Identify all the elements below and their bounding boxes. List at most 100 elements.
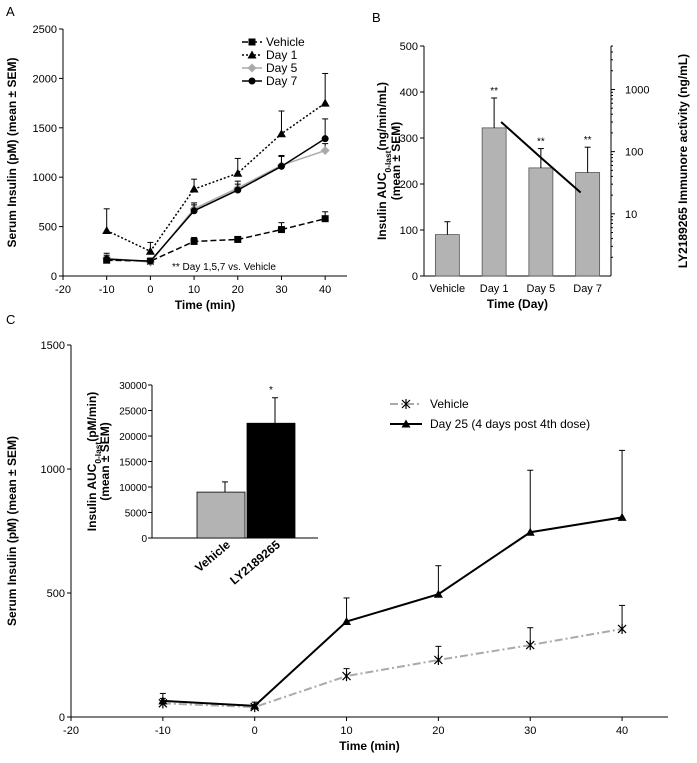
panel-letter-b: B — [372, 10, 381, 25]
data-point — [617, 623, 627, 634]
y2-tick-label: 100 — [625, 147, 643, 159]
bar — [481, 127, 507, 277]
inset-y-tick-label: 15000 — [119, 458, 147, 469]
series-line — [162, 627, 623, 709]
legend-marker — [248, 77, 256, 85]
series-line — [106, 102, 326, 253]
x-tick-label: Day 1 — [480, 283, 509, 295]
series-line — [106, 138, 326, 262]
inset-y-tick-label: 20000 — [119, 432, 147, 443]
data-point — [321, 215, 329, 223]
legend-marker — [401, 419, 411, 428]
y-tick-label: 500 — [47, 588, 65, 600]
inset-significance-mark: * — [269, 385, 273, 396]
bar — [528, 167, 554, 277]
data-point — [525, 527, 535, 536]
concentration-line — [500, 121, 582, 194]
x-tick-label: 30 — [275, 284, 287, 296]
data-point — [190, 207, 198, 215]
legend-label: Vehicle — [430, 397, 469, 411]
inset-x-tick-label: LY2189265 — [227, 537, 283, 587]
x-tick-label: Day 7 — [573, 283, 602, 295]
inset-y-tick-label: 0 — [141, 534, 147, 545]
y-tick-label: 1000 — [33, 172, 57, 184]
data-point — [433, 589, 443, 598]
x-tick-label: Vehicle — [430, 283, 465, 295]
panel-letter-a: A — [6, 4, 15, 19]
data-point — [233, 168, 243, 177]
series-0 — [103, 211, 329, 265]
x-tick-label: -20 — [63, 725, 79, 737]
series-2 — [102, 143, 330, 267]
data-point — [320, 146, 330, 156]
significance-mark: ** — [537, 137, 545, 148]
legend-label: Day 25 (4 days post 4th dose) — [430, 417, 590, 431]
data-point — [190, 237, 198, 245]
bar — [434, 234, 460, 277]
bar — [575, 172, 601, 277]
y-axis-subtitle: (mean ± SEM) — [389, 122, 403, 201]
data-point — [145, 246, 155, 255]
y-axis-title-group: Insulin AUC0-last(ng/min/mL)(mean ± SEM) — [375, 82, 403, 240]
series-line — [106, 149, 326, 263]
y2-axis-title: LY2189265 Immunore activity (ng/mL) — [676, 54, 690, 268]
x-axis-title: Time (min) — [339, 739, 399, 753]
y-tick-label: 300 — [400, 133, 418, 145]
series-0 — [158, 604, 627, 713]
x-tick-label: 40 — [616, 725, 628, 737]
y-tick-label: 0 — [51, 271, 57, 283]
data-point — [277, 226, 285, 234]
y-tick-label: 100 — [400, 225, 418, 237]
series-line — [162, 516, 623, 707]
inset-y-tick-label: 10000 — [119, 483, 147, 494]
y-tick-label: 1500 — [33, 123, 57, 135]
inset-y-axis-title-group: Insulin AUC0-last(pM/min)(mean ± SEM) — [85, 392, 112, 531]
legend-marker — [401, 399, 411, 409]
y-axis-title: Serum Insulin (pM) (mean ± SEM) — [5, 436, 19, 626]
y-tick-label: 400 — [400, 87, 418, 99]
chart-panel-a: 0 500 1000 1500 2000 2500 -20 -10 0 10 20 30 40 Time … — [5, 24, 347, 312]
x-tick-label: 20 — [232, 284, 244, 296]
legend-label: Vehicle — [266, 35, 305, 49]
y-tick-label: 1000 — [41, 464, 65, 476]
y2-tick-label: 1000 — [625, 84, 649, 96]
legend-label: Day 7 — [266, 74, 298, 88]
data-point — [234, 235, 242, 243]
y-tick-label: 0 — [59, 712, 65, 724]
inset-y-axis-title: Insulin AUC0-last(pM/min) — [85, 392, 103, 531]
data-point — [342, 617, 352, 626]
inset-x-tick-label: Vehicle — [192, 537, 233, 575]
x-tick-label: -10 — [99, 284, 115, 296]
series-3 — [103, 118, 329, 265]
x-tick-label: -20 — [55, 284, 71, 296]
y-axis-title: Insulin AUC0-last(ng/min/mL) — [375, 82, 393, 240]
x-tick-label: -10 — [155, 725, 171, 737]
data-point — [321, 135, 329, 143]
y-tick-label: 1500 — [41, 340, 65, 352]
inset-y-tick-label: 25000 — [119, 407, 147, 418]
data-point — [320, 98, 330, 107]
annotation-text: ** Day 1,5,7 vs. Vehicle — [172, 262, 276, 273]
series-1 — [102, 72, 330, 255]
legend-marker — [247, 50, 257, 59]
data-point — [276, 129, 286, 138]
y-tick-label: 500 — [400, 41, 418, 53]
y-tick-label: 0 — [412, 271, 418, 283]
x-tick-label: 10 — [340, 725, 352, 737]
legend-label: Day 5 — [266, 61, 298, 75]
chart-panel-b: 0 100 200 300 400 500 10 100 1000 Vehicle ** Day 1 *… — [375, 41, 690, 311]
inset-bar — [246, 422, 296, 539]
y2-tick-label: 10 — [625, 209, 637, 221]
data-point — [146, 257, 154, 265]
data-point — [189, 184, 199, 193]
x-tick-label: 20 — [432, 725, 444, 737]
significance-mark: ** — [584, 135, 592, 146]
data-point — [433, 654, 443, 665]
inset-chart: 0 5000 10000 15000 20000 25000 30000 Vehicle * LY… — [85, 381, 318, 587]
y-tick-label: 2000 — [33, 73, 57, 85]
series-line — [106, 217, 326, 262]
legend-marker — [247, 63, 257, 73]
chart-panel-c: 0 500 1000 1500 -20 -10 0 10 20 30 40 Time (min) Ser… — [5, 340, 668, 753]
data-point — [250, 701, 260, 710]
data-point — [277, 162, 285, 170]
